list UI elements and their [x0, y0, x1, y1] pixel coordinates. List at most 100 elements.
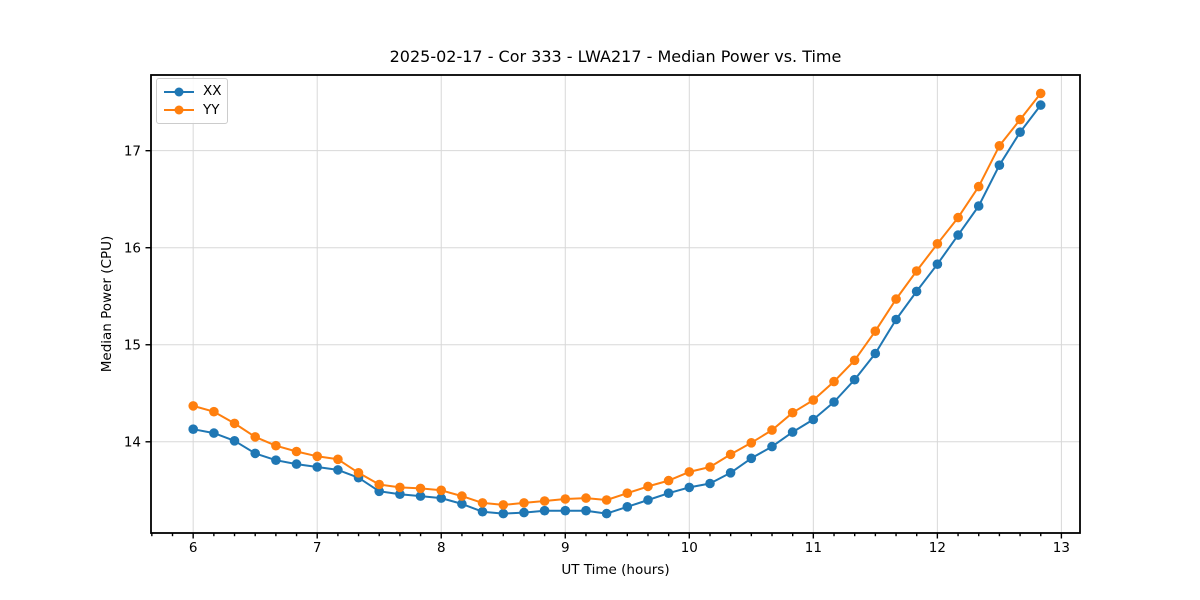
data-point-XX	[374, 486, 385, 497]
data-point-YY	[622, 488, 633, 499]
data-point-XX	[477, 506, 488, 517]
data-point-XX	[870, 348, 881, 359]
data-point-YY	[312, 451, 323, 462]
data-point-XX	[498, 508, 509, 519]
data-point-XX	[312, 462, 323, 472]
legend-item-label: XX	[203, 83, 222, 100]
data-point-XX	[829, 397, 839, 407]
data-point-YY	[767, 425, 777, 435]
y-axis-label: Median Power (CPU)	[99, 235, 115, 373]
data-point-YY	[994, 141, 1005, 151]
data-point-YY	[519, 498, 529, 508]
x-tick-label: 9	[561, 540, 570, 556]
data-point-YY	[849, 355, 860, 366]
data-point-YY	[498, 500, 509, 510]
data-point-XX	[229, 436, 240, 446]
x-tick-label: 12	[929, 540, 946, 556]
data-point-XX	[519, 507, 529, 518]
data-point-XX	[746, 453, 757, 464]
data-point-XX	[705, 478, 715, 489]
y-tick-label: 14	[124, 435, 141, 451]
data-point-XX	[849, 374, 860, 385]
data-point-YY	[808, 395, 819, 405]
data-point-YY	[271, 440, 281, 451]
data-point-XX	[539, 505, 550, 516]
data-point-YY	[436, 485, 447, 496]
legend: XX YY	[156, 78, 228, 124]
data-point-XX	[808, 414, 819, 425]
x-tick-label: 7	[313, 540, 322, 556]
data-point-XX	[973, 201, 984, 211]
legend-item-XX: XX	[164, 83, 222, 100]
x-tick-label: 8	[437, 540, 446, 556]
data-point-XX	[622, 502, 633, 512]
legend-item-label: YY	[203, 101, 220, 118]
data-point-XX	[663, 488, 674, 499]
data-point-YY	[353, 468, 364, 478]
series-line-YY	[192, 92, 1042, 506]
data-point-YY	[725, 449, 736, 460]
data-point-YY	[1035, 88, 1046, 99]
data-point-XX	[891, 314, 901, 325]
x-tick-label: 6	[189, 540, 198, 556]
data-point-YY	[539, 496, 550, 506]
data-point-YY	[560, 494, 571, 504]
data-point-XX	[767, 441, 777, 452]
data-point-XX	[436, 493, 447, 503]
y-tick-label: 17	[124, 143, 141, 159]
data-point-XX	[601, 508, 612, 519]
data-point-XX	[994, 160, 1005, 170]
data-point-YY	[374, 479, 385, 490]
legend-marker-dot	[174, 105, 184, 115]
data-point-YY	[953, 212, 963, 223]
tick-labels: 6 7 8 9 10 11 12 13 14 15 16 17	[124, 143, 1070, 556]
data-point-YY	[209, 406, 219, 417]
data-point-YY	[291, 446, 302, 457]
data-point-YY	[581, 493, 591, 503]
data-point-XX	[560, 505, 571, 516]
data-point-YY	[415, 483, 426, 494]
y-tick-label: 16	[124, 241, 141, 257]
data-point-XX	[643, 495, 653, 505]
data-point-XX	[291, 459, 302, 469]
data-point-XX	[581, 505, 591, 516]
data-point-XX	[932, 259, 943, 270]
plot-spines	[150, 74, 1081, 534]
data-point-XX	[188, 424, 198, 435]
data-point-YY	[333, 454, 343, 465]
data-point-YY	[229, 418, 240, 429]
data-point-XX	[395, 489, 405, 500]
data-point-YY	[787, 407, 798, 418]
data-point-YY	[663, 475, 674, 486]
x-tick-label: 10	[681, 540, 698, 556]
data-point-YY	[891, 294, 901, 304]
data-point-XX	[911, 286, 922, 297]
data-point-YY	[829, 376, 839, 387]
data-point-YY	[1015, 114, 1025, 125]
data-point-XX	[271, 455, 281, 466]
data-point-YY	[870, 326, 881, 337]
data-point-YY	[746, 438, 757, 448]
data-point-XX	[725, 468, 736, 478]
data-point-XX	[787, 427, 798, 437]
data-point-XX	[1035, 100, 1046, 110]
y-tick-label: 15	[124, 338, 141, 354]
chart-title: 2025-02-17 - Cor 333 - LWA217 - Median P…	[389, 47, 842, 66]
grid	[151, 75, 1080, 533]
x-axis-label: UT Time (hours)	[561, 562, 670, 578]
data-point-XX	[1015, 127, 1025, 137]
data-point-XX	[333, 465, 343, 475]
data-point-YY	[601, 495, 612, 505]
x-tick-label: 13	[1053, 540, 1070, 556]
data-point-YY	[705, 462, 715, 472]
data-point-XX	[684, 482, 695, 493]
series-YY	[188, 88, 1046, 510]
data-point-YY	[250, 432, 260, 442]
data-point-XX	[415, 491, 426, 501]
legend-item-YY: YY	[164, 101, 220, 118]
series-XX	[188, 100, 1046, 519]
data-point-YY	[911, 266, 922, 276]
data-point-XX	[953, 230, 963, 240]
